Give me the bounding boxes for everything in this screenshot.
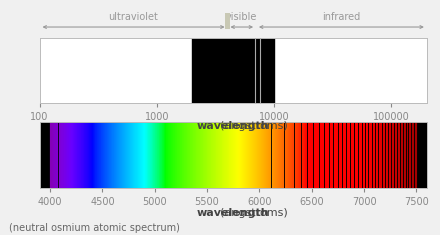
- Text: ultraviolet: ultraviolet: [109, 12, 158, 22]
- Text: (neutral osmium atomic spectrum): (neutral osmium atomic spectrum): [9, 223, 180, 233]
- Bar: [192, 38, 274, 103]
- Text: (angstroms): (angstroms): [178, 208, 288, 218]
- Text: wavelength: wavelength: [197, 121, 270, 131]
- Text: (angstroms): (angstroms): [178, 121, 288, 131]
- Text: wavelength: wavelength: [197, 208, 270, 218]
- Text: visible: visible: [226, 12, 257, 22]
- Text: infrared: infrared: [322, 12, 360, 22]
